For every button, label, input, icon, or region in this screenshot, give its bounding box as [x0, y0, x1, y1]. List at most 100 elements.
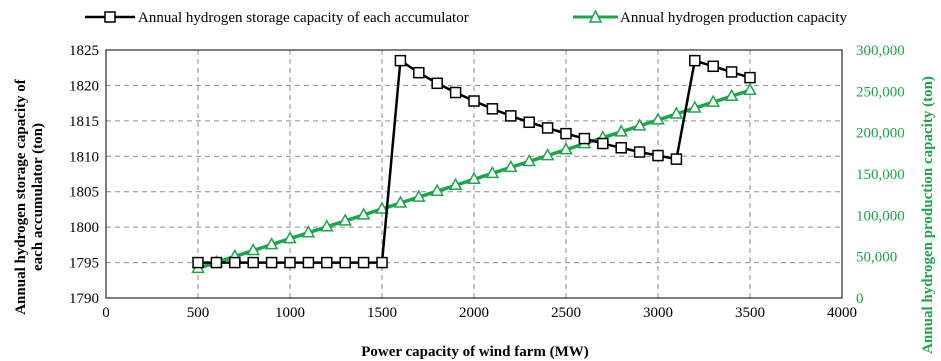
storage-point — [376, 256, 388, 269]
x-tick-label: 1500 — [367, 305, 397, 321]
y-left-axis-title: Annual hydrogen storage capacity ofeach … — [13, 78, 46, 315]
storage-point — [449, 86, 462, 99]
storage-point — [247, 256, 259, 269]
x-tick-label: 0 — [102, 305, 110, 321]
plot-frame — [105, 49, 843, 299]
storage-point — [541, 122, 554, 134]
y-left-axis-title-line-2: each accumulator (ton) — [30, 123, 46, 271]
production-point — [706, 94, 720, 107]
storage-point — [413, 66, 425, 79]
storage-point — [744, 71, 756, 84]
legend-item-storage: Annual hydrogen storage capacity of each… — [85, 10, 469, 26]
y-left-tick-label: 1810 — [69, 149, 99, 165]
storage-point — [210, 256, 223, 269]
legend: Annual hydrogen storage capacity of each… — [85, 9, 848, 26]
y-left-tick-label: 1825 — [69, 43, 99, 59]
y-right-tick-labels: 0 50,000 100,000 150,000 200,000 250,000 300,0… — [856, 43, 905, 307]
x-tick-label: 2000 — [459, 305, 489, 321]
storage-point — [302, 256, 315, 269]
production-point — [504, 159, 518, 173]
production-point — [320, 219, 334, 232]
production-point — [743, 82, 757, 96]
production-point — [246, 242, 260, 256]
y-right-tick-label: 0 — [856, 291, 864, 307]
y-left-tick-label: 1820 — [69, 78, 99, 94]
x-tick-label: 3500 — [735, 305, 765, 321]
production-point — [264, 237, 279, 250]
storage-point — [321, 256, 333, 269]
x-tick-label: 3000 — [643, 305, 673, 321]
x-axis-title: Power capacity of wind farm (MW) — [361, 344, 589, 360]
storage-point — [670, 153, 683, 165]
y-left-axis-title-line-1: Annual hydrogen storage capacity of — [13, 78, 29, 315]
storage-point — [560, 127, 572, 140]
storage-point — [394, 54, 407, 67]
storage-point — [725, 66, 738, 78]
y-left-tick-label: 1815 — [69, 114, 99, 130]
y-right-tick-label: 200,000 — [856, 126, 905, 142]
production-point — [467, 171, 481, 185]
production-point — [338, 213, 352, 226]
x-tick-label: 2500 — [551, 305, 581, 321]
storage-point — [652, 149, 664, 162]
production-point — [632, 118, 647, 131]
storage-point — [229, 256, 241, 269]
production-point — [559, 142, 573, 155]
storage-point — [505, 110, 517, 122]
grid — [106, 50, 842, 298]
storage-point — [192, 256, 204, 269]
storage-point — [633, 146, 646, 158]
production-point — [430, 183, 444, 196]
storage-point — [339, 256, 351, 269]
x-tick-label: 500 — [187, 305, 210, 321]
storage-point — [357, 256, 370, 269]
storage-point — [615, 142, 627, 154]
series-storage — [192, 54, 756, 269]
production-point — [356, 207, 371, 220]
y-left-tick-label: 1805 — [69, 185, 99, 201]
production-point — [688, 100, 702, 113]
storage-point — [265, 256, 278, 269]
storage-point — [523, 116, 535, 129]
legend-label-production: Annual hydrogen production capacity — [620, 10, 848, 26]
storage-point — [486, 103, 499, 115]
storage-point — [689, 54, 701, 67]
storage-point — [468, 95, 480, 107]
production-point — [485, 165, 500, 179]
production-point — [651, 112, 665, 125]
y-right-tick-label: 300,000 — [856, 43, 905, 59]
legend-marker-triangle — [588, 9, 603, 23]
production-point — [301, 225, 316, 238]
y-left-tick-label: 1800 — [69, 220, 99, 236]
production-point — [412, 189, 426, 202]
y-right-tick-label: 250,000 — [856, 84, 905, 100]
legend-item-production: Annual hydrogen production capacity — [573, 9, 848, 26]
production-point — [448, 177, 463, 190]
production-point — [669, 106, 684, 119]
legend-marker-square — [104, 11, 116, 23]
legend-label-storage: Annual hydrogen storage capacity of each… — [138, 10, 469, 26]
x-tick-label: 1000 — [275, 305, 305, 321]
series-production — [191, 82, 757, 274]
y-right-tick-label: 150,000 — [856, 167, 905, 183]
y-right-tick-label: 100,000 — [856, 208, 905, 224]
storage-point — [597, 137, 609, 150]
production-point — [724, 88, 739, 101]
y-left-tick-labels: 1790 1795 1800 1805 1810 1815 1820 1825 — [69, 43, 99, 307]
series-layer — [191, 54, 757, 274]
y-right-tick-label: 50,000 — [856, 250, 897, 266]
production-point — [540, 148, 555, 161]
y-left-tick-label: 1795 — [69, 256, 99, 272]
storage-point — [284, 256, 296, 269]
storage-point — [707, 60, 719, 73]
production-point — [393, 195, 408, 208]
production-point — [375, 201, 389, 214]
x-tick-labels: 0 500 1000 1500 2000 2500 3000 3500 4000 — [102, 305, 857, 321]
y-left-tick-label: 1790 — [69, 291, 99, 307]
production-point — [614, 124, 628, 137]
x-tick-label: 4000 — [827, 305, 857, 321]
production-point — [283, 231, 297, 244]
y-right-axis-title: Annual hydrogen production capacity (ton… — [920, 76, 936, 354]
storage-point — [578, 132, 591, 145]
